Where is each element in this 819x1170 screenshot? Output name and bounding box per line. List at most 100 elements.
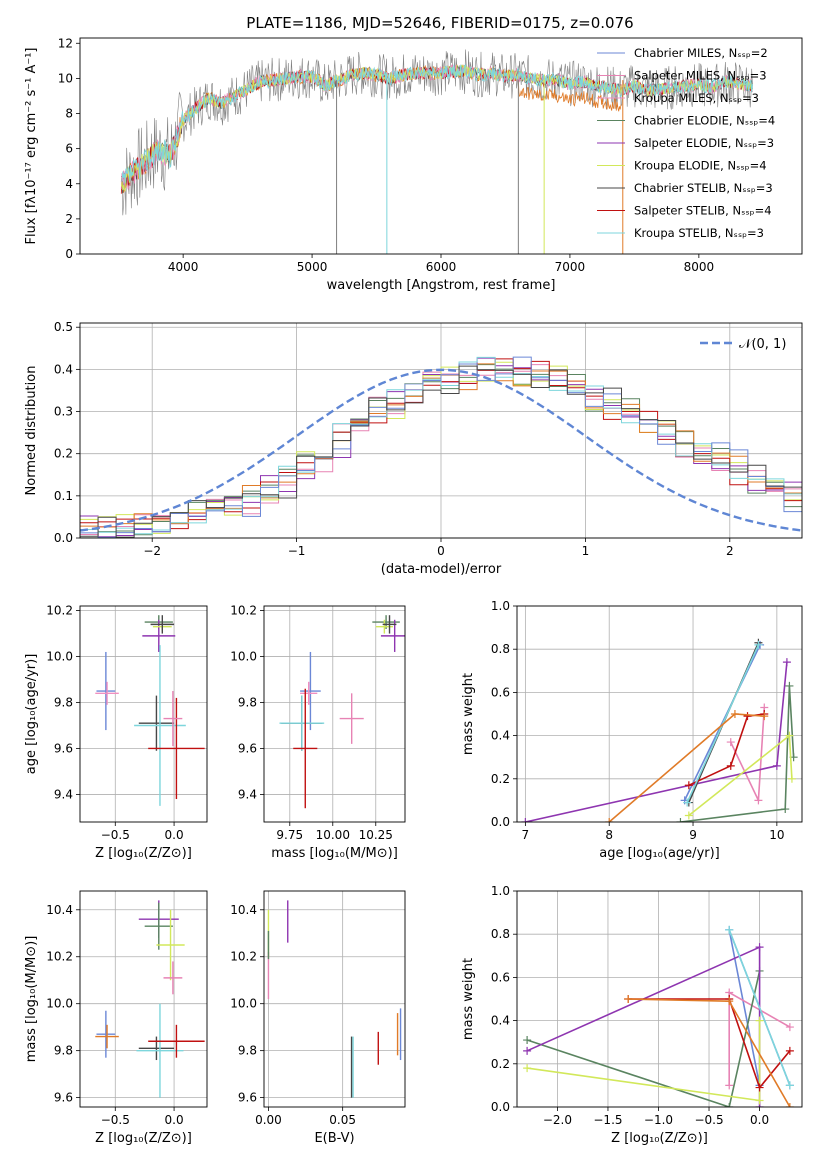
weight-marker	[785, 731, 794, 740]
weight-marker	[725, 997, 734, 1006]
figure-title: PLATE=1186, MJD=52646, FIBERID=0175, z=0…	[246, 14, 633, 32]
axes-frame	[79, 605, 208, 823]
plot-area-mass_vs_Z	[95, 900, 205, 1098]
legend-entry: Kroupa MILES, Nₛₛₚ=3	[634, 91, 759, 105]
x-tick-label: 10	[769, 828, 784, 842]
grid-mass_vs_Z	[80, 891, 207, 1107]
y-tick-label: 6	[65, 142, 73, 156]
y-tick-label: 0.8	[491, 642, 510, 656]
grid-age_vs_mass	[264, 606, 405, 822]
grid-age_vs_Z	[80, 606, 207, 822]
y-tick-label: 0.0	[491, 1100, 510, 1114]
y-tick-label: 9.8	[54, 1044, 73, 1058]
y-tick-label: 1.0	[491, 599, 510, 613]
y-tick-label: 0.6	[491, 970, 510, 984]
weight-marker	[755, 1083, 764, 1092]
panel-age_vs_mass: 9.75 10.00 10.25 9.4 9.6 9.8 10.0 10.2 mass [log…	[230, 604, 406, 861]
y-tick-label: 10.4	[46, 903, 73, 917]
weight-marker	[521, 818, 530, 822]
y-tick-label: 0.6	[491, 685, 510, 699]
y-tick-label: 10.0	[230, 650, 257, 664]
legend-entry: Salpeter ELODIE, Nₛₛₚ=3	[634, 136, 774, 150]
y-tick-label: 0.2	[491, 1057, 510, 1071]
legend-entry: Kroupa ELODIE, Nₛₛₚ=4	[634, 159, 767, 173]
spectrum-model-line	[120, 64, 753, 190]
y-tick-label: 0.2	[54, 447, 73, 461]
x-tick-label: 8000	[684, 260, 715, 274]
x-tick-label: −0.5	[101, 1113, 130, 1127]
weight-marker	[726, 761, 735, 770]
y-tick-label: 10.2	[46, 950, 73, 964]
x-axis-label: Z [log₁₀(Z/Z⊙)]	[95, 1131, 192, 1146]
weight-line	[526, 1020, 761, 1102]
x-tick-label: −0.5	[101, 828, 130, 842]
plot-area-residuals	[80, 356, 802, 538]
y-axis-label: mass [log₁₀(M/M⊙)]	[24, 936, 39, 1063]
panel-weight_vs_Z: −2.0 −1.5 −1.0 −0.5 0.0 0.0 0.2 0.4 0.6 0.8 1.0 Z […	[461, 884, 803, 1146]
x-tick-label: 8	[605, 828, 613, 842]
y-tick-label: 0.3	[54, 405, 73, 419]
y-tick-label: 0	[65, 247, 73, 261]
weight-line	[526, 945, 761, 1107]
y-tick-label: 8	[65, 107, 73, 121]
x-tick-label: −1.5	[593, 1113, 622, 1127]
x-tick-label: 7	[522, 828, 530, 842]
weight-marker	[605, 818, 614, 822]
y-tick-label: 0.0	[491, 815, 510, 829]
x-tick-label: 6000	[426, 260, 457, 274]
x-tick-label: −2.0	[543, 1113, 572, 1127]
weight-marker	[785, 1046, 794, 1055]
grid-weight_vs_age	[517, 605, 802, 823]
weight-marker	[684, 781, 693, 790]
axes-frame	[516, 605, 803, 823]
weight-marker	[785, 1103, 794, 1107]
chart-panels: 4000 5000 6000 7000 8000024681012wavelength …	[24, 36, 803, 1146]
y-axis-label: Flux [fλ10⁻¹⁷ erg cm⁻² s⁻¹ A⁻¹]	[24, 48, 39, 245]
y-axis-label: mass weight	[461, 958, 476, 1040]
weight-marker	[772, 761, 781, 770]
weight-line	[628, 998, 791, 1090]
plot-area-age_vs_mass	[279, 615, 405, 809]
weight-line	[728, 929, 791, 1086]
y-tick-label: 10.4	[230, 903, 257, 917]
axes-frame	[79, 890, 208, 1108]
y-tick-label: 10.2	[46, 604, 73, 618]
weight-marker	[523, 1036, 532, 1045]
x-tick-label: 10.00	[316, 828, 350, 842]
y-axis-label: age [log₁₀(age/yr)]	[24, 654, 39, 775]
x-tick-label: 0.0	[750, 1113, 769, 1127]
weight-marker	[754, 796, 763, 805]
weight-marker	[523, 1046, 532, 1055]
weight-marker	[523, 1064, 532, 1073]
panel-residuals: −2 −1 0 1 2 0.0 0.1 0.2 0.3 0.4 0.5 (data-model)/er…	[24, 320, 803, 577]
y-tick-label: 0.2	[491, 772, 510, 786]
y-tick-label: 9.8	[238, 696, 257, 710]
x-tick-label: 7000	[555, 260, 586, 274]
weight-marker	[725, 1103, 734, 1107]
weight-marker	[726, 738, 735, 747]
panel-age_vs_Z: −0.5 0.0 9.4 9.6 9.8 10.0 10.2 Z [log₁₀(Z/Z⊙)] a…	[24, 604, 208, 861]
x-tick-label: −0.5	[694, 1113, 723, 1127]
weight-line	[680, 685, 795, 822]
y-axis-label: mass weight	[461, 673, 476, 755]
plot-area-age_vs_Z	[95, 615, 205, 806]
legend-entry: Chabrier STELIB, Nₛₛₚ=3	[634, 181, 773, 195]
weight-marker	[683, 798, 692, 807]
y-tick-label: 10.0	[46, 997, 73, 1011]
normal-curve	[80, 368, 802, 532]
weight-marker	[787, 774, 796, 783]
panel-mass_vs_Z: −0.5 0.0 9.6 9.8 10.0 10.2 10.4 Z [log₁₀(Z/Z⊙)]…	[24, 890, 208, 1146]
axes-frame	[263, 605, 406, 823]
x-tick-label: 5000	[297, 260, 328, 274]
y-tick-label: 10.2	[230, 604, 257, 618]
weight-marker	[624, 995, 633, 1003]
weight-marker	[676, 818, 685, 822]
y-tick-label: 10	[58, 71, 73, 85]
axes-frame	[516, 890, 803, 1108]
y-tick-label: 0.0	[54, 531, 73, 545]
residual-histogram	[80, 365, 802, 538]
x-axis-label: Z [log₁₀(Z/Z⊙)]	[611, 1131, 708, 1146]
y-tick-label: 9.4	[54, 787, 73, 801]
plot-area-weight_vs_Z	[523, 925, 794, 1107]
